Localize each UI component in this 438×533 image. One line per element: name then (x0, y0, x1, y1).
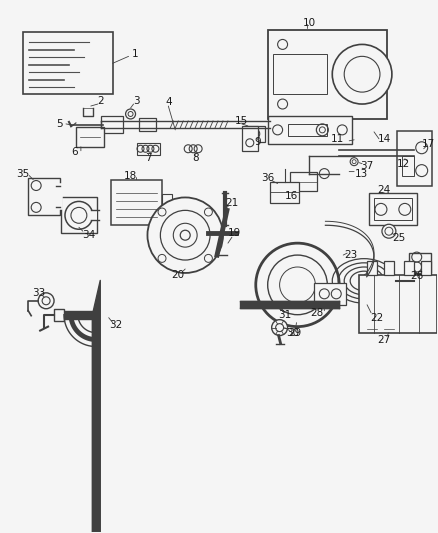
Bar (89, 211, 97, 220)
Bar (314, 283, 346, 305)
Bar (28, 177, 60, 215)
Text: 12: 12 (397, 159, 410, 168)
Text: 7: 7 (145, 152, 152, 163)
Text: 21: 21 (225, 198, 239, 208)
Text: 34: 34 (82, 230, 95, 240)
Bar (111, 180, 162, 225)
Text: 20: 20 (172, 270, 185, 280)
Circle shape (382, 224, 396, 238)
Bar (242, 126, 258, 151)
Bar (369, 193, 417, 225)
Text: 26: 26 (410, 271, 424, 281)
Text: 30: 30 (286, 328, 299, 337)
Circle shape (272, 320, 288, 336)
Circle shape (256, 243, 339, 327)
Bar (367, 261, 377, 275)
Circle shape (148, 197, 223, 273)
Bar (359, 275, 437, 333)
Text: 5: 5 (56, 119, 62, 129)
Text: 33: 33 (32, 288, 46, 298)
Text: 36: 36 (261, 173, 274, 183)
Circle shape (65, 201, 93, 229)
Bar (290, 172, 318, 191)
Text: 3: 3 (133, 96, 140, 106)
Bar (273, 54, 327, 94)
Circle shape (406, 273, 422, 289)
Text: 22: 22 (371, 313, 384, 322)
Bar (288, 124, 327, 136)
Text: 28: 28 (311, 308, 324, 318)
Bar (384, 261, 394, 275)
Text: 17: 17 (422, 139, 435, 149)
Text: 14: 14 (377, 134, 391, 144)
Bar (397, 131, 431, 185)
Text: 16: 16 (285, 191, 298, 201)
Text: 2: 2 (97, 96, 104, 106)
Text: 10: 10 (303, 18, 316, 28)
Text: 8: 8 (192, 152, 198, 163)
Text: 31: 31 (278, 310, 291, 320)
Text: 23: 23 (345, 250, 358, 260)
Bar (137, 143, 160, 155)
Text: 24: 24 (377, 185, 391, 196)
Bar (402, 156, 414, 175)
Circle shape (268, 255, 327, 314)
Bar (101, 116, 123, 133)
Circle shape (38, 293, 54, 309)
Text: 6: 6 (71, 147, 78, 157)
Text: 19: 19 (228, 228, 241, 238)
Bar (404, 261, 414, 275)
Bar (162, 195, 172, 211)
Bar (245, 126, 265, 142)
Bar (61, 197, 97, 233)
Circle shape (160, 211, 210, 260)
Text: 32: 32 (109, 320, 122, 329)
Bar (268, 116, 352, 144)
Text: 37: 37 (360, 160, 374, 171)
Text: 27: 27 (377, 335, 391, 344)
Circle shape (332, 44, 392, 104)
Bar (138, 118, 156, 131)
Text: 11: 11 (331, 134, 344, 144)
Text: 1: 1 (132, 50, 139, 59)
Bar (270, 182, 300, 204)
Bar (54, 309, 64, 321)
Text: 13: 13 (354, 168, 368, 179)
Text: 25: 25 (392, 233, 406, 243)
Bar (23, 33, 113, 94)
Bar (76, 127, 104, 147)
Bar (409, 253, 431, 273)
Text: 18: 18 (124, 171, 137, 181)
Bar (268, 29, 387, 119)
Bar (374, 198, 412, 220)
Text: 4: 4 (165, 97, 172, 107)
Bar (409, 146, 429, 160)
Bar (421, 261, 431, 275)
Text: 9: 9 (254, 137, 261, 147)
Text: 15: 15 (235, 116, 248, 126)
Text: 35: 35 (17, 168, 30, 179)
Text: 29: 29 (288, 328, 301, 337)
